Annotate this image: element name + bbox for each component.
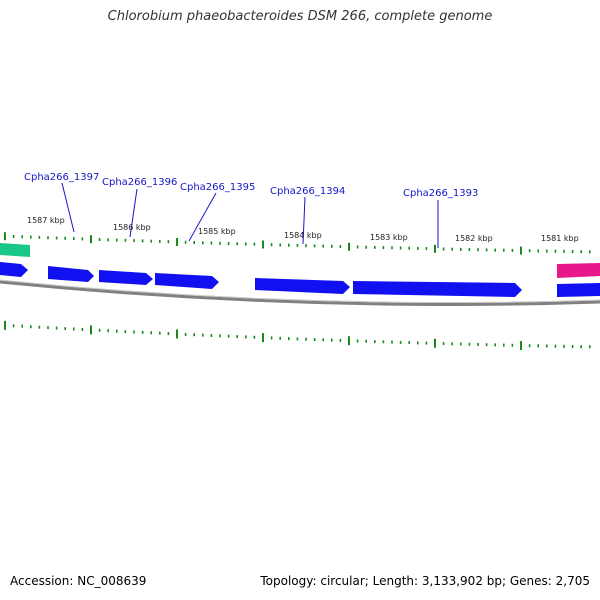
leader-line-1394 <box>302 196 306 245</box>
gene-arrow-right-edge[interactable] <box>557 283 600 297</box>
leader-line-1395 <box>188 192 217 242</box>
outer-tick-marks <box>4 232 591 255</box>
kbp-label-1582: 1582 kbp <box>455 234 493 243</box>
gene-pink-right[interactable] <box>557 263 600 278</box>
gene-label-1397[interactable]: Cpha266_1397 <box>24 172 99 183</box>
gene-arrow-1397[interactable] <box>48 266 94 282</box>
gene-arrow-1394[interactable] <box>255 278 350 294</box>
kbp-label-1587: 1587 kbp <box>27 216 65 225</box>
genome-meta-text: Topology: circular; Length: 3,133,902 bp… <box>260 574 590 588</box>
kbp-label-1585: 1585 kbp <box>198 227 236 236</box>
leader-line-1397 <box>61 182 75 233</box>
accession-text: Accession: NC_008639 <box>10 574 147 588</box>
gene-label-1396[interactable]: Cpha266_1396 <box>102 177 177 188</box>
gene-arrow-left-edge[interactable] <box>0 262 28 277</box>
genome-backbone-highlight <box>0 279 600 303</box>
inner-tick-marks <box>4 320 591 350</box>
leader-line-1396 <box>129 188 138 238</box>
gene-arrow-1395[interactable] <box>155 273 219 289</box>
gene-label-1394[interactable]: Cpha266_1394 <box>270 186 345 197</box>
gene-label-1395[interactable]: Cpha266_1395 <box>180 182 255 193</box>
kbp-label-1584: 1584 kbp <box>284 231 322 240</box>
gene-green-left[interactable] <box>0 243 30 257</box>
genome-title: Chlorobium phaeobacteroides DSM 266, com… <box>107 9 493 24</box>
genome-backbone <box>0 280 600 306</box>
gene-arrow-1396[interactable] <box>99 270 153 285</box>
gene-label-1393[interactable]: Cpha266_1393 <box>403 188 478 199</box>
kbp-label-1586: 1586 kbp <box>113 223 151 232</box>
gene-arrow-1393[interactable] <box>353 281 522 297</box>
kbp-label-1583: 1583 kbp <box>370 233 408 242</box>
kbp-label-1581: 1581 kbp <box>541 234 579 243</box>
